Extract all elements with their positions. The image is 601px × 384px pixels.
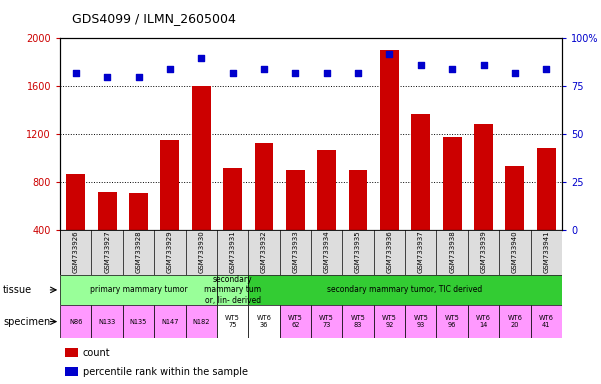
Text: GSM733940: GSM733940 bbox=[512, 230, 518, 273]
Bar bbox=[66, 174, 85, 278]
Text: WT5
92: WT5 92 bbox=[382, 315, 397, 328]
Bar bbox=[255, 143, 273, 278]
Point bbox=[322, 70, 332, 76]
Text: N147: N147 bbox=[161, 319, 178, 324]
Bar bbox=[186, 305, 217, 338]
Bar bbox=[248, 305, 279, 338]
Bar bbox=[60, 275, 217, 305]
Bar bbox=[537, 147, 556, 278]
Bar bbox=[380, 50, 399, 278]
Bar bbox=[531, 305, 562, 338]
Bar bbox=[317, 150, 336, 278]
Bar bbox=[279, 305, 311, 338]
Text: secondary
mammary tum
or, lin- derived: secondary mammary tum or, lin- derived bbox=[204, 275, 261, 305]
Text: WT5
62: WT5 62 bbox=[288, 315, 303, 328]
Text: secondary mammary tumor, TIC derived: secondary mammary tumor, TIC derived bbox=[328, 285, 483, 295]
Text: GSM733926: GSM733926 bbox=[73, 230, 79, 273]
Point bbox=[479, 62, 489, 68]
Text: GSM733938: GSM733938 bbox=[449, 230, 455, 273]
Text: GSM733930: GSM733930 bbox=[198, 230, 204, 273]
Bar bbox=[349, 170, 367, 278]
Bar bbox=[129, 193, 148, 278]
Bar bbox=[443, 137, 462, 278]
Bar bbox=[91, 305, 123, 338]
Text: percentile rank within the sample: percentile rank within the sample bbox=[83, 367, 248, 377]
Text: WT6
36: WT6 36 bbox=[257, 315, 272, 328]
Point bbox=[259, 66, 269, 72]
Bar bbox=[154, 305, 186, 338]
Text: primary mammary tumor: primary mammary tumor bbox=[90, 285, 188, 295]
Bar bbox=[160, 141, 179, 278]
Bar bbox=[405, 305, 436, 338]
Point bbox=[165, 66, 175, 72]
Bar bbox=[65, 348, 78, 357]
Text: WT6
20: WT6 20 bbox=[507, 315, 522, 328]
Text: GSM733941: GSM733941 bbox=[543, 230, 549, 273]
Text: WT5
96: WT5 96 bbox=[445, 315, 460, 328]
Point bbox=[228, 70, 237, 76]
Text: GSM733937: GSM733937 bbox=[418, 230, 424, 273]
Text: GSM733929: GSM733929 bbox=[167, 230, 173, 273]
Text: N86: N86 bbox=[69, 319, 82, 324]
Text: GSM733935: GSM733935 bbox=[355, 230, 361, 273]
Point bbox=[102, 74, 112, 80]
Text: GSM733936: GSM733936 bbox=[386, 230, 392, 273]
Text: count: count bbox=[83, 348, 111, 358]
Bar bbox=[468, 305, 499, 338]
Text: WT6
41: WT6 41 bbox=[539, 315, 554, 328]
Bar bbox=[499, 305, 531, 338]
Text: WT5
75: WT5 75 bbox=[225, 315, 240, 328]
Text: WT5
93: WT5 93 bbox=[413, 315, 429, 328]
Bar bbox=[248, 275, 562, 305]
Point bbox=[197, 55, 206, 61]
Point bbox=[542, 66, 551, 72]
Text: WT5
73: WT5 73 bbox=[319, 315, 334, 328]
Point bbox=[71, 70, 81, 76]
Text: N182: N182 bbox=[192, 319, 210, 324]
Text: GSM733932: GSM733932 bbox=[261, 230, 267, 273]
Text: GSM733934: GSM733934 bbox=[324, 230, 330, 273]
Point bbox=[385, 51, 394, 57]
Bar bbox=[98, 192, 117, 278]
Bar bbox=[192, 86, 210, 278]
Bar bbox=[411, 114, 430, 278]
Text: GDS4099 / ILMN_2605004: GDS4099 / ILMN_2605004 bbox=[72, 12, 236, 25]
Point bbox=[290, 70, 300, 76]
Bar bbox=[343, 305, 374, 338]
Point bbox=[447, 66, 457, 72]
Text: GSM733927: GSM733927 bbox=[104, 230, 110, 273]
Bar bbox=[311, 305, 343, 338]
Text: GSM733939: GSM733939 bbox=[481, 230, 487, 273]
Bar bbox=[65, 367, 78, 376]
Text: GSM733933: GSM733933 bbox=[292, 230, 298, 273]
Text: tissue: tissue bbox=[3, 285, 32, 295]
Text: GSM733931: GSM733931 bbox=[230, 230, 236, 273]
Point bbox=[416, 62, 426, 68]
Bar bbox=[436, 305, 468, 338]
Bar bbox=[217, 275, 248, 305]
Point bbox=[510, 70, 520, 76]
Text: WT5
83: WT5 83 bbox=[350, 315, 365, 328]
Text: WT6
14: WT6 14 bbox=[476, 315, 491, 328]
Text: GSM733928: GSM733928 bbox=[135, 230, 141, 273]
Bar bbox=[474, 124, 493, 278]
Bar bbox=[223, 168, 242, 278]
Bar bbox=[217, 305, 248, 338]
Bar bbox=[374, 305, 405, 338]
Text: N133: N133 bbox=[99, 319, 116, 324]
Bar bbox=[286, 170, 305, 278]
Point bbox=[133, 74, 143, 80]
Bar bbox=[505, 166, 524, 278]
Text: specimen: specimen bbox=[3, 317, 50, 327]
Bar bbox=[123, 305, 154, 338]
Text: N135: N135 bbox=[130, 319, 147, 324]
Bar bbox=[60, 305, 91, 338]
Point bbox=[353, 70, 363, 76]
FancyBboxPatch shape bbox=[60, 230, 562, 275]
